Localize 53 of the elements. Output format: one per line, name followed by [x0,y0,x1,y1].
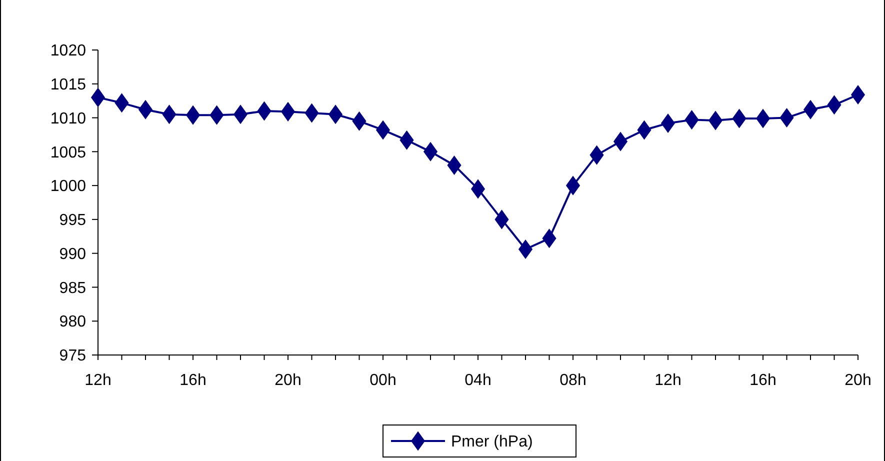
point [304,103,319,123]
y-tick-label: 995 [59,212,86,230]
y-tick-label: 985 [59,280,86,297]
point [352,111,366,131]
x-tick-label: 12h [84,372,112,389]
point [257,101,272,121]
point [590,145,604,165]
point [637,120,652,140]
point [732,108,746,128]
point [186,105,200,125]
point [827,95,842,115]
x-tick-label: 20h [844,372,872,389]
y-tick-label: 975 [59,348,86,365]
x-tick-label: 20h [274,372,302,389]
point [280,102,296,122]
point [376,120,390,140]
x-tick-label: 04h [464,372,492,389]
point [162,104,176,124]
y-tick-label: 1010 [50,110,86,128]
y-tick-label: 990 [59,246,86,263]
point [138,100,153,120]
x-tick-label: 00h [370,372,396,389]
y-tick-label: 980 [59,314,86,331]
x-tick-label: 08h [560,372,586,389]
point [780,108,794,128]
y-tick-label: 1000 [50,178,86,196]
point [423,142,438,162]
y-tick-label: 1020 [50,42,86,60]
point [660,113,676,133]
point [400,130,414,150]
legend-label: Pmer (hPa) [451,434,533,451]
point [447,155,462,175]
point [613,132,628,152]
point [233,104,248,124]
x-tick-label: 16h [180,372,206,389]
point [328,104,343,124]
x-tick-label: 16h [750,372,776,389]
point [470,179,486,199]
point [90,88,106,108]
point [494,210,509,230]
point [803,100,818,120]
point [850,84,866,104]
point [756,108,770,128]
point [708,110,723,130]
y-tick-label: 1005 [50,144,86,162]
point [566,176,580,196]
point [210,105,224,125]
x-tick-label: 12h [654,372,682,389]
point [518,240,533,260]
point [114,93,129,113]
point [684,110,699,130]
point [542,228,556,248]
y-tick-label: 1015 [50,76,86,94]
